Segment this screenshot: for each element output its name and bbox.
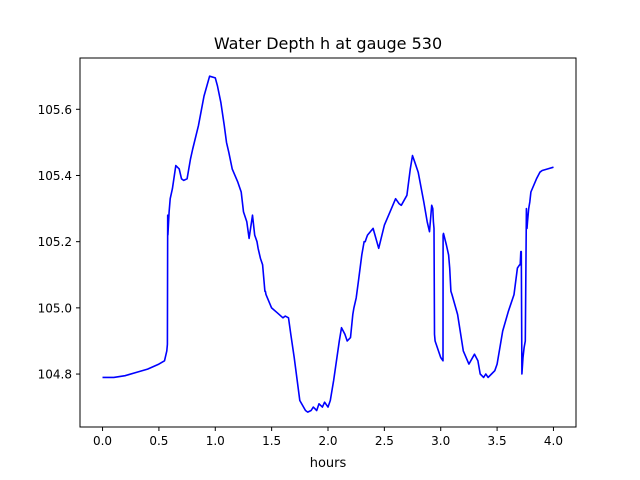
x-axis: 0.0 0.5 1.0 1.5 2.0 2.5 3.0 3.5 4.0 [93, 427, 563, 448]
x-tick-label: 0.5 [149, 434, 168, 448]
x-tick-label: 1.0 [206, 434, 225, 448]
x-tick-label: 3.5 [488, 434, 507, 448]
y-tick-label: 105.6 [38, 103, 72, 117]
x-tick-label: 4.0 [544, 434, 563, 448]
y-tick-label: 105.0 [38, 301, 72, 315]
y-tick-label: 105.2 [38, 235, 72, 249]
series-layer [102, 75, 554, 413]
y-tick-label: 104.8 [38, 368, 72, 382]
y-axis: 104.8 105.0 105.2 105.4 105.6 [38, 103, 80, 382]
water-depth-line [102, 75, 554, 413]
x-axis-label: hours [310, 456, 347, 471]
x-tick-label: 2.5 [375, 434, 394, 448]
x-tick-label: 1.5 [262, 434, 281, 448]
x-tick-label: 2.0 [318, 434, 337, 448]
y-tick-label: 105.4 [38, 169, 72, 183]
x-tick-label: 3.0 [431, 434, 450, 448]
chart-title: Water Depth h at gauge 530 [214, 34, 442, 53]
plot-frame [79, 57, 577, 428]
x-tick-label: 0.0 [93, 434, 112, 448]
